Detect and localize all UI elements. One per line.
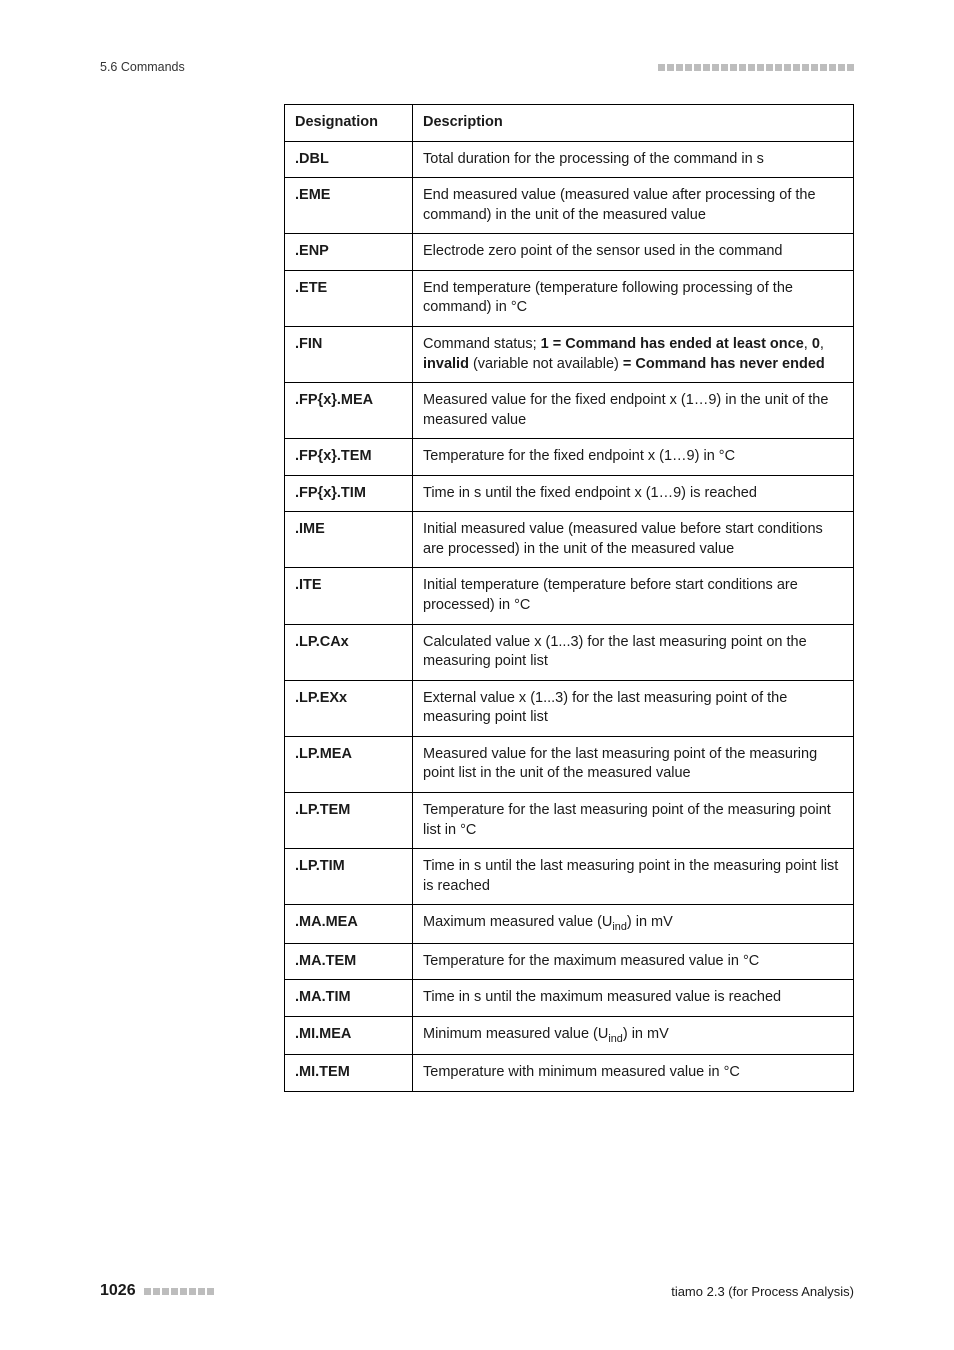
table-row: .LP.TEMTemperature for the last measurin…	[285, 792, 854, 848]
cell-description: Initial temperature (temperature before …	[413, 568, 854, 624]
text: Command status;	[423, 336, 541, 352]
text: ,	[804, 336, 812, 352]
section-label: 5.6 Commands	[100, 60, 185, 74]
cell-designation: .DBL	[285, 141, 413, 178]
cell-description: External value x (1...3) for the last me…	[413, 680, 854, 736]
table-row: .MI.MEAMinimum measured value (Uind) in …	[285, 1016, 854, 1055]
cell-designation: .EME	[285, 178, 413, 234]
cell-description: Temperature with minimum measured value …	[413, 1055, 854, 1092]
subscript: ind	[612, 921, 627, 933]
table-row: .LP.CAxCalculated value x (1...3) for th…	[285, 624, 854, 680]
cell-description: Command status; 1 = Command has ended at…	[413, 326, 854, 382]
table-header-row: Designation Description	[285, 105, 854, 142]
footer-dots-icon	[144, 1288, 214, 1295]
table-row: .FP{x}.TIMTime in s until the fixed endp…	[285, 475, 854, 512]
page-number-block: 1026	[100, 1282, 214, 1300]
cell-designation: .LP.EXx	[285, 680, 413, 736]
cell-description: Temperature for the last measuring point…	[413, 792, 854, 848]
subscript: ind	[608, 1033, 623, 1045]
cell-description: Time in s until the maximum measured val…	[413, 980, 854, 1017]
cell-description: End measured value (measured value after…	[413, 178, 854, 234]
cell-description: End temperature (temperature following p…	[413, 270, 854, 326]
cell-description: Calculated value x (1...3) for the last …	[413, 624, 854, 680]
text: ) in mV	[623, 1026, 669, 1042]
bold-text: 1 = Command has ended at least once	[541, 336, 804, 352]
bold-text: = Command has never ended	[623, 356, 825, 372]
cell-designation: .FP{x}.TEM	[285, 439, 413, 476]
cell-designation: .LP.MEA	[285, 736, 413, 792]
col-header-designation: Designation	[285, 105, 413, 142]
table-row: .MA.TIMTime in s until the maximum measu…	[285, 980, 854, 1017]
cell-description: Temperature for the fixed endpoint x (1……	[413, 439, 854, 476]
table-row: .MA.TEMTemperature for the maximum measu…	[285, 943, 854, 980]
cell-description: Electrode zero point of the sensor used …	[413, 234, 854, 271]
table-row: .LP.TIMTime in s until the last measurin…	[285, 849, 854, 905]
header-dots-icon	[658, 64, 854, 71]
cell-description: Minimum measured value (Uind) in mV	[413, 1016, 854, 1055]
cell-designation: .LP.TIM	[285, 849, 413, 905]
cell-designation: .MA.TEM	[285, 943, 413, 980]
table-row: .FP{x}.MEAMeasured value for the fixed e…	[285, 383, 854, 439]
table-row: .ETEEnd temperature (temperature followi…	[285, 270, 854, 326]
commands-table: Designation Description .DBLTotal durati…	[284, 104, 854, 1092]
table-row: .FP{x}.TEMTemperature for the fixed endp…	[285, 439, 854, 476]
cell-designation: .MA.MEA	[285, 905, 413, 944]
table-row: .DBLTotal duration for the processing of…	[285, 141, 854, 178]
page: 5.6 Commands Designation Description .DB…	[0, 0, 954, 1350]
table-row: .EMEEnd measured value (measured value a…	[285, 178, 854, 234]
bold-text: 0	[812, 336, 820, 352]
cell-designation: .ETE	[285, 270, 413, 326]
col-header-description: Description	[413, 105, 854, 142]
cell-designation: .FP{x}.TIM	[285, 475, 413, 512]
cell-description: Measured value for the last measuring po…	[413, 736, 854, 792]
text: Maximum measured value (U	[423, 914, 612, 930]
cell-designation: .FIN	[285, 326, 413, 382]
table-row: .LP.EXxExternal value x (1...3) for the …	[285, 680, 854, 736]
doc-title: tiamo 2.3 (for Process Analysis)	[671, 1284, 854, 1299]
text: (variable not available)	[469, 356, 623, 372]
cell-designation: .IME	[285, 512, 413, 568]
cell-description: Total duration for the processing of the…	[413, 141, 854, 178]
table-row: .FINCommand status; 1 = Command has ende…	[285, 326, 854, 382]
text: ) in mV	[627, 914, 673, 930]
cell-designation: .LP.CAx	[285, 624, 413, 680]
cell-designation: .MA.TIM	[285, 980, 413, 1017]
cell-designation: .FP{x}.MEA	[285, 383, 413, 439]
text: Minimum measured value (U	[423, 1026, 608, 1042]
cell-description: Time in s until the fixed endpoint x (1……	[413, 475, 854, 512]
cell-designation: .LP.TEM	[285, 792, 413, 848]
cell-description: Temperature for the maximum measured val…	[413, 943, 854, 980]
table-row: .ITEInitial temperature (temperature bef…	[285, 568, 854, 624]
cell-designation: .MI.TEM	[285, 1055, 413, 1092]
cell-description: Maximum measured value (Uind) in mV	[413, 905, 854, 944]
page-footer: 1026 tiamo 2.3 (for Process Analysis)	[100, 1242, 854, 1300]
table-row: .MA.MEAMaximum measured value (Uind) in …	[285, 905, 854, 944]
page-header: 5.6 Commands	[100, 60, 854, 74]
text: ,	[820, 336, 824, 352]
cell-designation: .ITE	[285, 568, 413, 624]
cell-designation: .MI.MEA	[285, 1016, 413, 1055]
cell-designation: .ENP	[285, 234, 413, 271]
cell-description: Initial measured value (measured value b…	[413, 512, 854, 568]
page-number: 1026	[100, 1282, 136, 1300]
table-row: .ENPElectrode zero point of the sensor u…	[285, 234, 854, 271]
table-row: .IMEInitial measured value (measured val…	[285, 512, 854, 568]
cell-description: Time in s until the last measuring point…	[413, 849, 854, 905]
bold-text: invalid	[423, 356, 469, 372]
table-row: .LP.MEAMeasured value for the last measu…	[285, 736, 854, 792]
cell-description: Measured value for the fixed endpoint x …	[413, 383, 854, 439]
table-row: .MI.TEMTemperature with minimum measured…	[285, 1055, 854, 1092]
